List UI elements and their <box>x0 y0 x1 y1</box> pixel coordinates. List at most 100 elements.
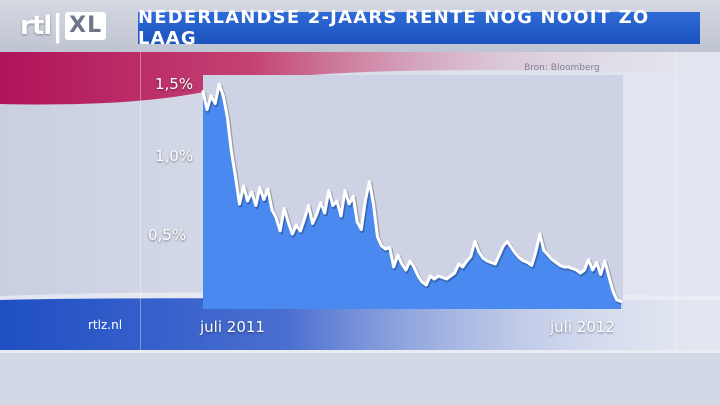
data-point <box>583 269 586 271</box>
data-point <box>563 266 565 268</box>
data-point <box>433 278 436 280</box>
data-point <box>530 264 533 267</box>
data-point <box>441 276 444 279</box>
data-point <box>539 233 541 235</box>
data-point <box>214 102 216 105</box>
data-point <box>376 236 379 238</box>
data-point <box>250 191 253 193</box>
data-point <box>230 150 233 153</box>
data-point <box>413 266 415 268</box>
data-point <box>494 263 497 265</box>
data-point <box>461 266 464 268</box>
data-point <box>279 230 281 232</box>
data-point <box>287 221 290 223</box>
data-point <box>246 200 249 202</box>
data-point <box>336 200 338 202</box>
y-tick-label-1-0: 1,0% <box>155 147 194 165</box>
site-url: rtlz.nl <box>88 318 123 332</box>
data-point <box>555 261 557 264</box>
data-point <box>307 204 310 207</box>
data-point <box>417 275 419 277</box>
series-area <box>203 84 621 309</box>
data-point <box>486 260 488 262</box>
data-point <box>510 246 513 249</box>
data-point <box>587 258 590 261</box>
data-point <box>364 200 367 202</box>
x-tick-label-end: juli 2012 <box>550 318 615 336</box>
data-point <box>323 212 326 214</box>
data-point <box>259 186 261 189</box>
data-point <box>547 254 549 256</box>
logo-text-xl: XL <box>65 12 107 40</box>
data-point <box>299 230 302 232</box>
data-point <box>490 261 492 264</box>
y-tick-label-1-5: 1,5% <box>155 75 194 93</box>
data-point <box>457 263 460 265</box>
data-point <box>616 299 618 301</box>
data-point <box>608 275 610 277</box>
data-point <box>409 260 411 262</box>
x-tick-label-start: juli 2011 <box>200 318 265 336</box>
data-point <box>567 266 569 268</box>
data-point <box>421 281 423 283</box>
data-point <box>242 185 245 187</box>
data-point <box>466 260 468 262</box>
data-point <box>575 269 578 271</box>
data-point <box>397 254 399 256</box>
data-point <box>482 257 484 259</box>
data-point <box>202 90 204 93</box>
data-point <box>328 189 330 192</box>
data-point <box>267 188 269 190</box>
data-point <box>368 180 371 183</box>
data-point <box>356 221 359 223</box>
data-point <box>263 198 265 201</box>
data-point <box>372 203 375 205</box>
data-point <box>579 272 582 274</box>
data-point <box>392 266 395 268</box>
logo-text-rtl: rtl <box>20 11 52 41</box>
data-point <box>352 195 355 198</box>
source-label: Bron: Bloomberg <box>524 63 600 73</box>
data-point <box>344 189 346 192</box>
data-point <box>453 272 456 274</box>
data-point <box>478 251 480 253</box>
data-point <box>271 209 273 211</box>
data-point <box>380 245 383 247</box>
data-point <box>405 269 407 271</box>
data-point <box>425 284 428 286</box>
data-point <box>559 264 561 267</box>
data-point <box>295 224 298 226</box>
data-point <box>283 207 286 210</box>
data-point <box>311 222 314 225</box>
data-point <box>255 204 257 207</box>
data-point <box>275 216 277 219</box>
data-point <box>319 201 322 204</box>
data-point <box>604 260 606 262</box>
data-point <box>348 203 350 205</box>
data-point <box>535 251 537 253</box>
data-point <box>506 240 509 243</box>
rtlxl-logo: rtl | XL <box>20 8 107 44</box>
data-point <box>526 261 529 264</box>
data-point <box>401 263 403 265</box>
data-point <box>551 258 553 261</box>
data-point <box>226 116 229 118</box>
data-point <box>514 252 517 255</box>
data-point <box>388 246 391 249</box>
data-point <box>474 240 476 243</box>
data-point <box>206 108 208 111</box>
data-point <box>384 248 387 250</box>
data-point <box>315 213 318 216</box>
data-point <box>470 255 472 258</box>
data-point <box>502 245 505 247</box>
data-point <box>612 290 614 292</box>
data-point <box>222 95 225 97</box>
data-point <box>595 261 598 264</box>
title-bar: NEDERLANDSE 2-JAARS RENTE NOG NOOIT ZO L… <box>138 7 700 49</box>
data-point <box>303 218 306 220</box>
data-point <box>518 257 521 259</box>
data-point <box>599 273 602 276</box>
data-point <box>218 83 220 85</box>
data-point <box>591 269 594 271</box>
